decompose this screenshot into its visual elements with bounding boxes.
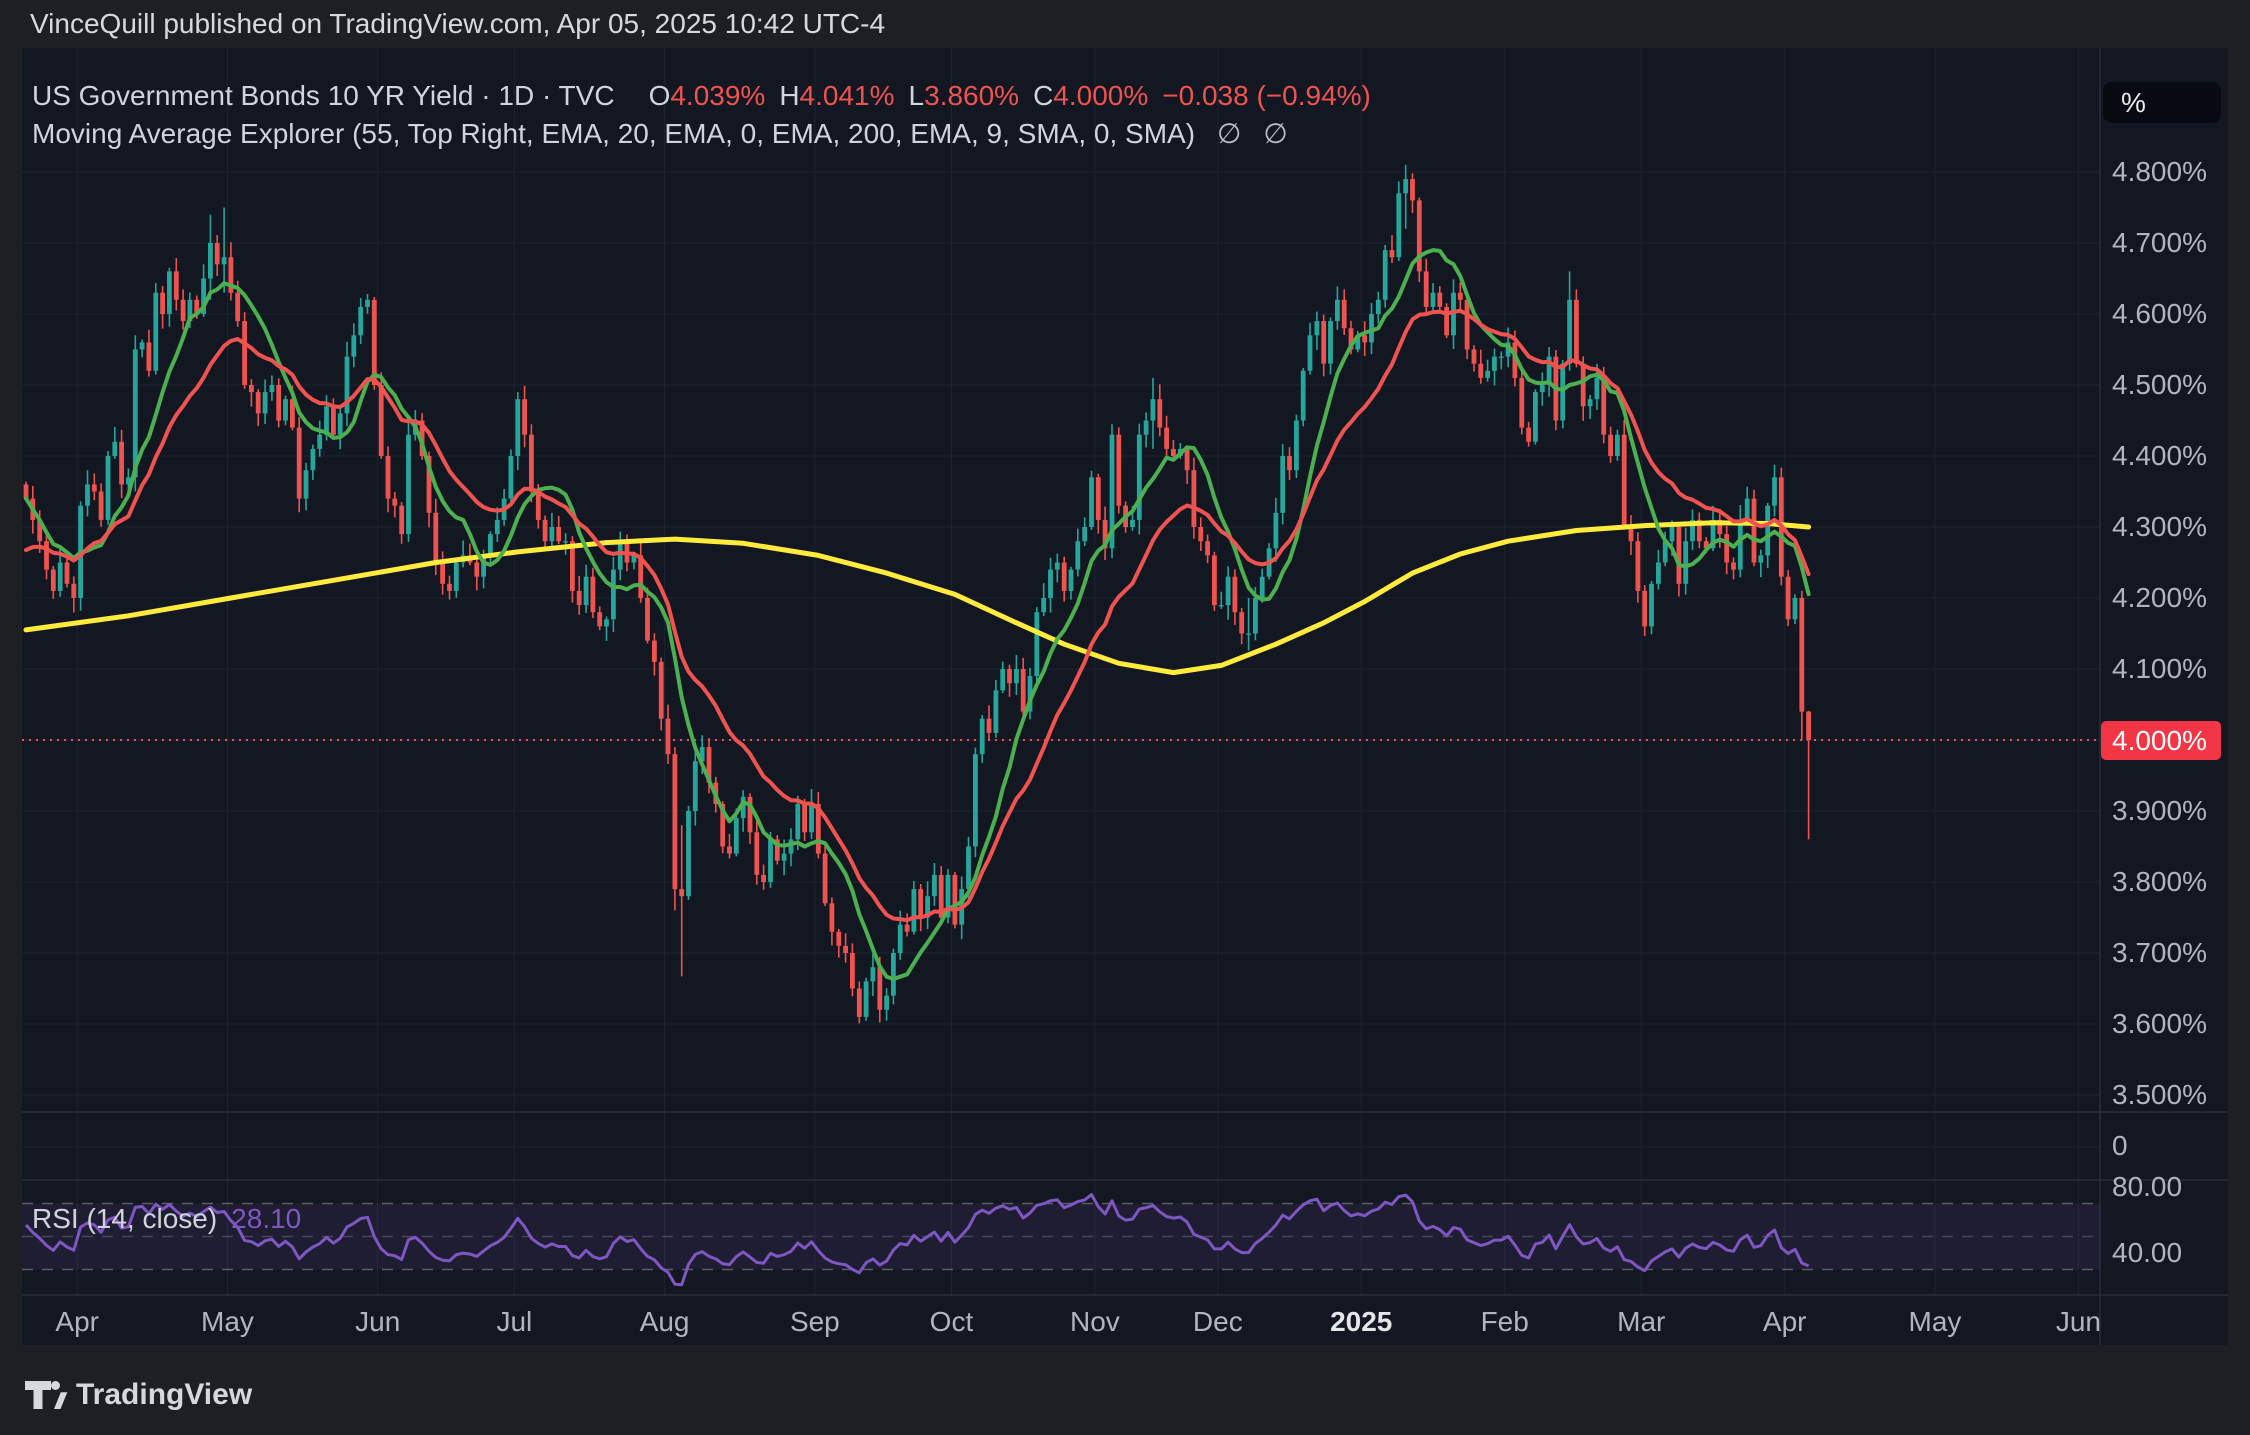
price-tick-label: 3.700%: [2112, 937, 2207, 968]
time-tick-label-feb: Feb: [1480, 1306, 1529, 1337]
change-value: −0.038 (−0.94%): [1162, 80, 1371, 111]
ohlc-value: 4.041%: [799, 80, 895, 111]
price-tick-label: 3.900%: [2112, 795, 2207, 826]
rsi-line: [24, 1193, 1810, 1287]
ohlc-value: 4.000%: [1053, 80, 1149, 111]
rsi-legend: RSI (14, close) 28.10: [32, 1203, 301, 1235]
ohlc-values: O4.039% H4.041% L3.860% C4.000%: [635, 80, 1149, 111]
symbol-title: US Government Bonds 10 YR Yield · 1D · T…: [32, 80, 615, 111]
ohlc-label: H: [779, 80, 800, 111]
ohlc-value: 4.039%: [670, 80, 766, 111]
footer-brand: TradingView: [76, 1378, 253, 1411]
pane2-axis-label: 0: [2112, 1130, 2128, 1161]
ohlc-label: O: [648, 80, 671, 111]
indicator-empty-value: ∅: [1217, 118, 1242, 149]
price-tick-label: 4.500%: [2112, 369, 2207, 400]
grid-layer: [22, 48, 2100, 1295]
price-tick-label: 4.600%: [2112, 298, 2207, 329]
rsi-tick-label: 80.00: [2112, 1171, 2183, 1202]
chart-background: [22, 48, 2228, 1345]
symbol-legend: US Government Bonds 10 YR Yield · 1D · T…: [32, 80, 1371, 112]
price-tick-label: 4.200%: [2112, 582, 2207, 613]
ema-20-line: [24, 308, 1811, 923]
rsi-value: 28.10: [231, 1203, 302, 1234]
ohlc-value: 3.860%: [924, 80, 1020, 111]
price-tick-label: 4.700%: [2112, 227, 2207, 258]
time-tick-label-dec: Dec: [1192, 1306, 1243, 1337]
price-tick-label: 4.400%: [2112, 440, 2207, 471]
rsi-tick-label: 40.00: [2112, 1237, 2183, 1268]
ema-200-line: [23, 520, 1812, 676]
indicator-empty-values: ∅ ∅: [1195, 118, 1288, 149]
indicator-legend: Moving Average Explorer (55, Top Right, …: [32, 117, 1288, 150]
sma-9-line: [24, 248, 1811, 981]
time-tick-label-oct: Oct: [929, 1306, 974, 1337]
time-tick-label-jul: Jul: [496, 1306, 533, 1337]
time-tick-label-mar: Mar: [1617, 1306, 1666, 1337]
last-price-badge: 4.000%: [2101, 721, 2221, 760]
time-tick-label-may: May: [201, 1306, 254, 1337]
indicator-title: Moving Average Explorer (55, Top Right, …: [32, 118, 1196, 149]
indicator-empty-value: ∅: [1263, 118, 1288, 149]
price-tick-label: 3.500%: [2112, 1079, 2207, 1110]
price-tick-label: 3.800%: [2112, 866, 2207, 897]
time-tick-label-apr: Apr: [55, 1306, 99, 1337]
rsi-band: [22, 1203, 2100, 1270]
ohlc-label: C: [1033, 80, 1054, 111]
ohlc-label: L: [908, 80, 925, 111]
publish-header: VinceQuill published on TradingView.com,…: [30, 8, 886, 39]
time-tick-label-jun: Jun: [355, 1306, 401, 1337]
price-tick-label: 4.300%: [2112, 511, 2207, 542]
price-scale-unit-button[interactable]: %: [2103, 82, 2221, 123]
rsi-title: RSI (14, close): [32, 1203, 218, 1234]
time-tick-label-sep: Sep: [789, 1306, 840, 1337]
time-tick-label-jun: Jun: [2055, 1306, 2101, 1337]
tradingview-logo-icon: [25, 1381, 68, 1409]
time-tick-label-aug: Aug: [639, 1306, 690, 1337]
time-tick-label-nov: Nov: [1069, 1306, 1120, 1337]
price-tick-label: 4.800%: [2112, 156, 2207, 187]
price-tick-label: 4.100%: [2112, 653, 2207, 684]
time-tick-label-may: May: [1908, 1306, 1962, 1337]
time-tick-label-2025: 2025: [1330, 1306, 1393, 1337]
time-tick-label-apr: Apr: [1762, 1306, 1807, 1337]
price-tick-label: 3.600%: [2112, 1008, 2207, 1039]
